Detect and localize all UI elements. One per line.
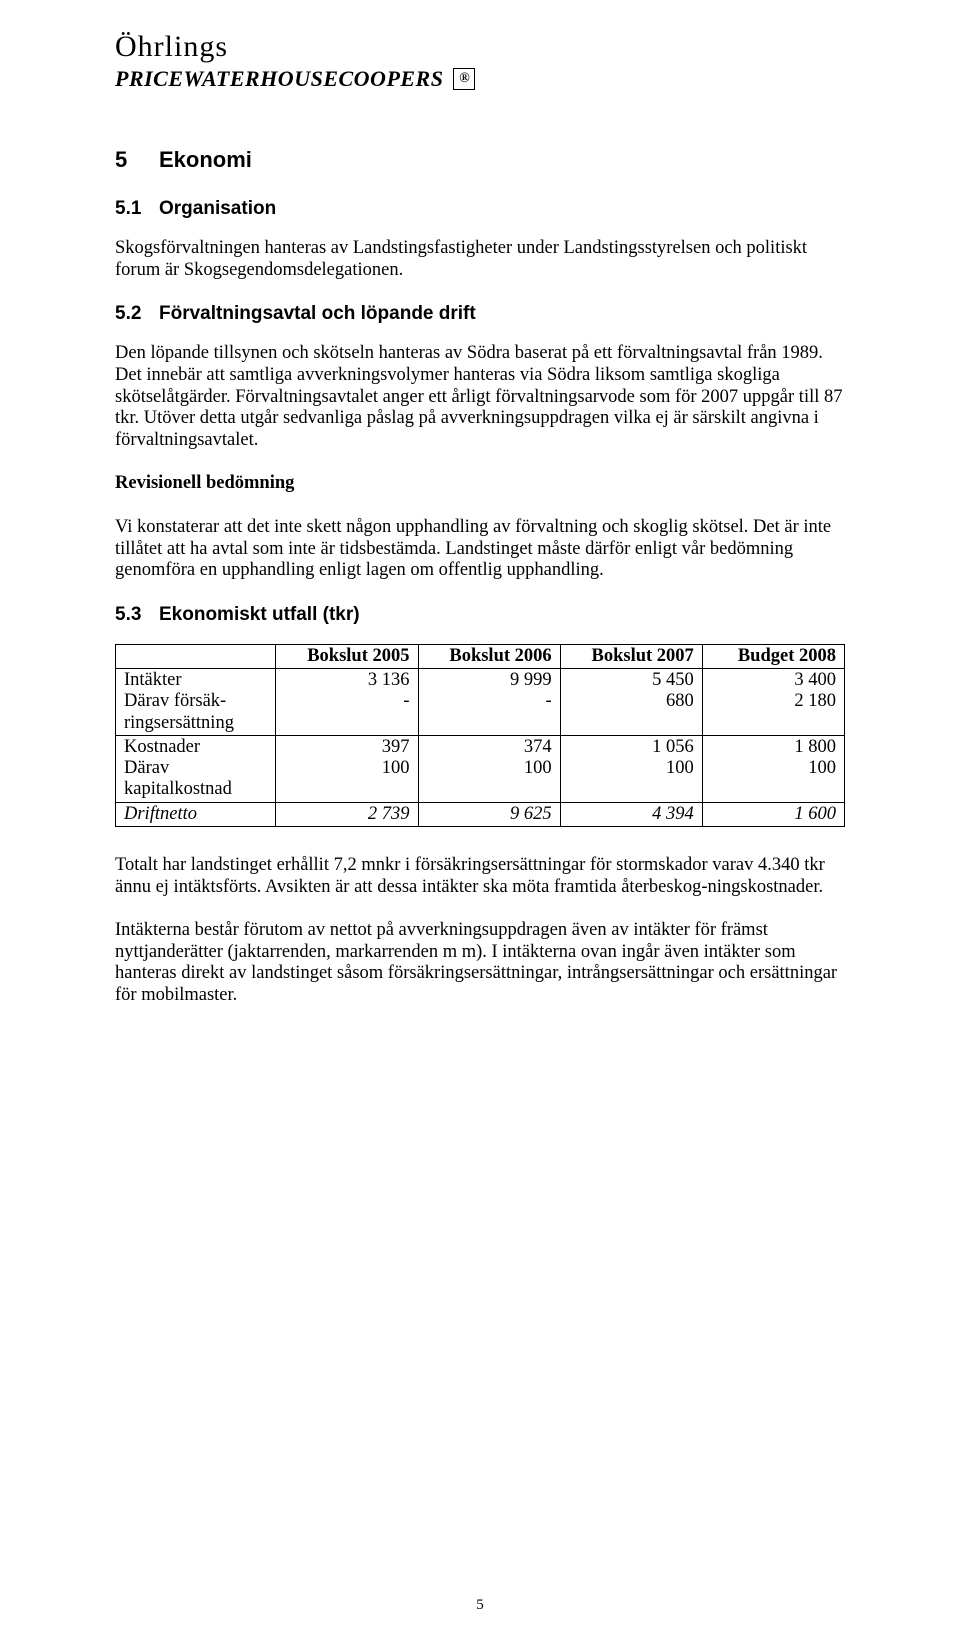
subheading-revisionell: Revisionell bedömning xyxy=(115,473,845,495)
table-cell: 3 4002 180 xyxy=(702,669,844,736)
heading-2-ekonomiskt-utfall: 5.3Ekonomiskt utfall (tkr) xyxy=(115,604,845,626)
logo-line-2-row: PRICEWATERHOUSECOOPERS ® xyxy=(115,66,845,92)
table-cell: 5 450680 xyxy=(560,669,702,736)
table-cell: 1 056100 xyxy=(560,735,702,802)
heading-number: 5.1 xyxy=(115,198,159,220)
heading-number: 5.3 xyxy=(115,604,159,626)
company-logo: Öhrlings PRICEWATERHOUSECOOPERS ® xyxy=(115,30,845,92)
table-row-label: KostnaderDäravkapitalkostnad xyxy=(116,735,276,802)
table-header-cell: Bokslut 2005 xyxy=(276,645,418,669)
paragraph-organisation: Skogsförvaltningen hanteras av Landsting… xyxy=(115,238,845,281)
ekonomiskt-utfall-table: Bokslut 2005Bokslut 2006Bokslut 2007Budg… xyxy=(115,644,845,827)
table-header-cell: Bokslut 2006 xyxy=(418,645,560,669)
heading-number: 5 xyxy=(115,147,159,173)
table-row: KostnaderDäravkapitalkostnad397100374100… xyxy=(116,735,845,802)
table-cell: 4 394 xyxy=(560,802,702,826)
page-number: 5 xyxy=(0,1597,960,1614)
heading-text: Organisation xyxy=(159,198,276,219)
table-row-label: IntäkterDärav försäk-ringsersättning xyxy=(116,669,276,736)
table-row-label: Driftnetto xyxy=(116,802,276,826)
logo-line-2: PRICEWATERHOUSECOOPERS xyxy=(115,66,443,92)
table-cell: 2 739 xyxy=(276,802,418,826)
table-cell: 1 800100 xyxy=(702,735,844,802)
heading-number: 5.2 xyxy=(115,303,159,325)
table-cell: 3 136- xyxy=(276,669,418,736)
table-cell: 1 600 xyxy=(702,802,844,826)
heading-text: Ekonomi xyxy=(159,147,252,172)
paragraph-forvaltning-1: Den löpande tillsynen och skötseln hante… xyxy=(115,343,845,451)
table-header-cell: Budget 2008 xyxy=(702,645,844,669)
table-header-row: Bokslut 2005Bokslut 2006Bokslut 2007Budg… xyxy=(116,645,845,669)
logo-registered-icon: ® xyxy=(453,68,475,90)
table-cell: 397100 xyxy=(276,735,418,802)
document-page: Öhrlings PRICEWATERHOUSECOOPERS ® 5Ekono… xyxy=(0,0,960,1634)
logo-line-1: Öhrlings xyxy=(115,30,845,64)
table-cell: 9 999- xyxy=(418,669,560,736)
paragraph-utfall-2: Intäkterna består förutom av nettot på a… xyxy=(115,920,845,1007)
table-header-cell xyxy=(116,645,276,669)
heading-text: Förvaltningsavtal och löpande drift xyxy=(159,303,476,324)
paragraph-utfall-1: Totalt har landstinget erhållit 7,2 mnkr… xyxy=(115,855,845,898)
heading-2-organisation: 5.1Organisation xyxy=(115,198,845,220)
heading-2-forvaltningsavtal: 5.2Förvaltningsavtal och löpande drift xyxy=(115,303,845,325)
table-cell: 9 625 xyxy=(418,802,560,826)
table-row: Driftnetto2 7399 6254 3941 600 xyxy=(116,802,845,826)
heading-text: Ekonomiskt utfall (tkr) xyxy=(159,604,360,625)
table-header-cell: Bokslut 2007 xyxy=(560,645,702,669)
heading-1-ekonomi: 5Ekonomi xyxy=(115,147,845,173)
table-row: IntäkterDärav försäk-ringsersättning3 13… xyxy=(116,669,845,736)
table-cell: 374100 xyxy=(418,735,560,802)
paragraph-revisionell: Vi konstaterar att det inte skett någon … xyxy=(115,517,845,582)
